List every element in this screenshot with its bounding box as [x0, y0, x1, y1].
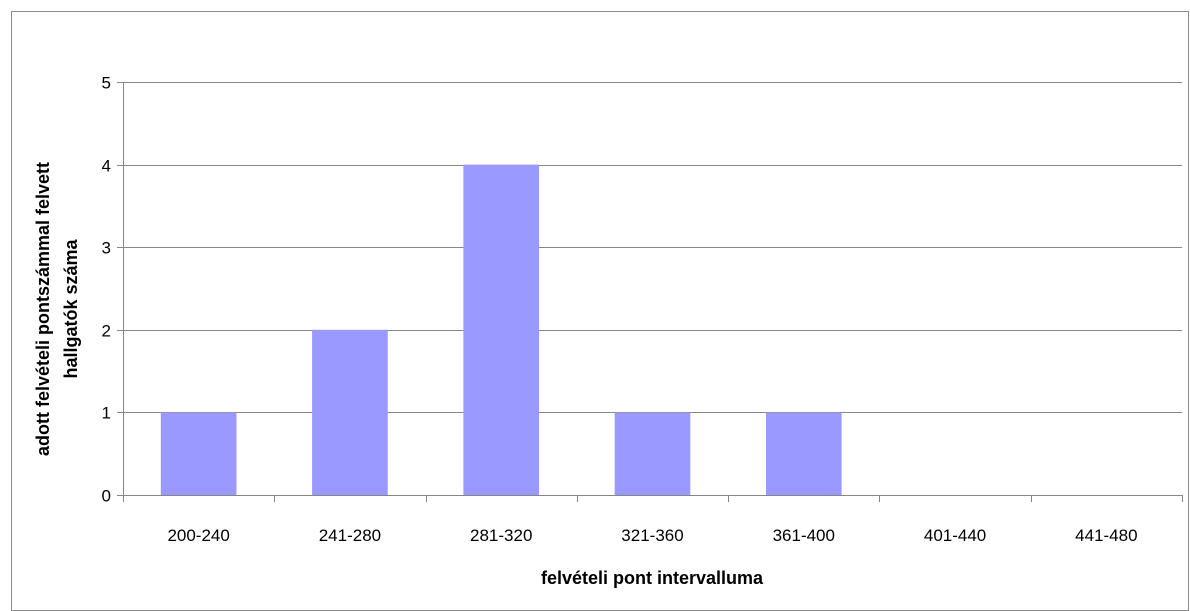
x-axis-title: felvételi pont intervalluma [541, 568, 764, 588]
y-tick-label: 2 [102, 322, 111, 341]
y-tick-label: 3 [102, 239, 111, 258]
x-tick-label: 241-280 [319, 526, 381, 545]
x-tick-label: 281-320 [470, 526, 532, 545]
bar-361-400 [765, 412, 842, 495]
y-tick-label: 0 [102, 487, 111, 506]
y-axis-title-line-1: adott felvételi pontszámmal felvett [33, 162, 53, 456]
y-axis-title-line-2: hallgatók száma [61, 238, 81, 378]
bar-241-280 [312, 329, 388, 495]
y-tick-label: 1 [102, 404, 111, 423]
bars [160, 164, 842, 495]
x-tick-label: 321-360 [621, 526, 683, 545]
x-tick-label: 200-240 [167, 526, 229, 545]
axes [117, 82, 1183, 502]
y-tick-label: 4 [102, 157, 111, 176]
chart-frame [11, 11, 1189, 611]
bar-281-320 [463, 164, 540, 495]
bar-chart: 0 1 2 3 4 5 200-240 241-280 281-320 321-360 361-4… [33, 74, 1183, 588]
x-tick-label: 361-400 [773, 526, 835, 545]
y-tick-label: 5 [102, 74, 111, 93]
gridlines [123, 82, 1182, 413]
x-tick-labels: 200-240 241-280 281-320 321-360 361-400 401-4… [167, 526, 1137, 545]
y-tick-labels: 0 1 2 3 4 5 [102, 74, 111, 506]
x-tick-label: 401-440 [924, 526, 986, 545]
bar-321-360 [614, 412, 691, 495]
x-tick-label: 441-480 [1075, 526, 1137, 545]
bar-200-240 [160, 412, 237, 495]
